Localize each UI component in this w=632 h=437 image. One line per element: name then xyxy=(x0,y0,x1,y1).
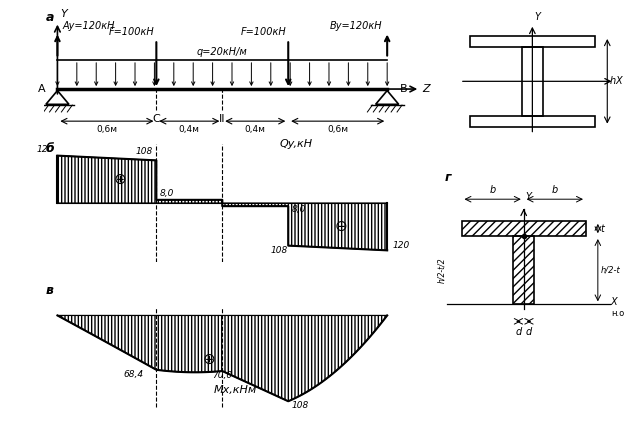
Text: г: г xyxy=(445,171,451,184)
Text: b: b xyxy=(552,185,558,195)
Text: By=120кН: By=120кН xyxy=(329,21,382,31)
Text: 108: 108 xyxy=(271,246,288,255)
Text: 8,0: 8,0 xyxy=(291,205,306,214)
Text: $\ominus$: $\ominus$ xyxy=(334,219,348,234)
Text: Y: Y xyxy=(535,12,541,22)
Text: b: b xyxy=(490,185,495,195)
Text: 8,0: 8,0 xyxy=(160,189,174,198)
Text: н.о: н.о xyxy=(611,309,624,318)
Text: C: C xyxy=(152,114,161,124)
Text: X: X xyxy=(616,76,622,87)
Text: 68,4: 68,4 xyxy=(123,370,143,379)
Text: X: X xyxy=(611,298,617,307)
Text: q=20кН/м: q=20кН/м xyxy=(197,47,248,57)
Text: $\oplus$: $\oplus$ xyxy=(113,172,127,187)
Text: Мх,кНм: Мх,кНм xyxy=(214,385,257,395)
Text: б: б xyxy=(46,142,54,155)
Text: в: в xyxy=(46,284,54,297)
Text: 0,4м: 0,4м xyxy=(179,125,200,134)
Text: h/2-t/2: h/2-t/2 xyxy=(437,257,446,283)
Text: F=100кН: F=100кН xyxy=(241,27,286,37)
Text: 0,4м: 0,4м xyxy=(245,125,266,134)
Text: B: B xyxy=(400,84,408,94)
Text: Y: Y xyxy=(61,9,68,19)
Text: Ay=120кН: Ay=120кН xyxy=(63,21,115,31)
Text: t: t xyxy=(600,224,604,233)
Text: 0,6м: 0,6м xyxy=(327,125,348,134)
Text: 120: 120 xyxy=(392,241,410,250)
Text: $\oplus$: $\oplus$ xyxy=(202,352,216,367)
Text: d: d xyxy=(515,327,521,337)
Text: Z: Z xyxy=(422,84,429,94)
Text: d: d xyxy=(526,327,532,337)
Text: 120: 120 xyxy=(37,146,54,154)
Text: h/2-t: h/2-t xyxy=(600,266,620,275)
Text: II: II xyxy=(219,114,226,124)
Text: 108: 108 xyxy=(136,147,153,156)
Text: Y: Y xyxy=(526,192,532,202)
Text: h: h xyxy=(610,76,616,87)
Text: 70,0: 70,0 xyxy=(212,371,233,380)
Text: Qy,кН: Qy,кН xyxy=(280,139,313,149)
Text: а: а xyxy=(46,11,54,24)
Text: F=100кН: F=100кН xyxy=(109,27,154,37)
Text: 0,6м: 0,6м xyxy=(96,125,118,134)
Text: 108: 108 xyxy=(291,401,309,410)
Text: A: A xyxy=(39,84,46,94)
